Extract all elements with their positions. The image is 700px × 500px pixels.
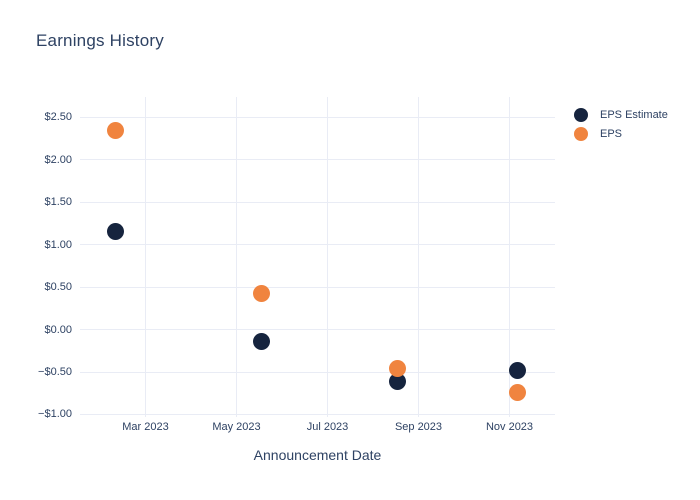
x-tick-label: Sep 2023 — [394, 421, 443, 433]
legend: EPS Estimate EPS — [574, 105, 668, 143]
legend-label-eps: EPS — [600, 127, 623, 140]
y-tick-label: $0.00 — [44, 323, 72, 336]
y-tick-label: $0.50 — [44, 281, 72, 294]
legend-label-eps-estimate: EPS Estimate — [600, 108, 668, 121]
plot-area — [80, 97, 555, 417]
y-tick-label: −$0.50 — [38, 366, 72, 378]
y-tick-label: $1.00 — [44, 238, 72, 251]
marker-eps[interactable] — [252, 284, 270, 302]
marker-eps-estimate[interactable] — [106, 222, 124, 240]
x-gridline — [327, 97, 328, 417]
x-tick-label: Nov 2023 — [485, 421, 534, 433]
y-gridline — [80, 286, 555, 288]
marker-eps-estimate[interactable] — [388, 372, 406, 390]
marker-eps[interactable] — [106, 121, 124, 139]
y-gridline — [80, 244, 555, 246]
x-gridline — [509, 97, 510, 417]
y-gridline — [80, 201, 555, 203]
chart-title: Earnings History — [36, 31, 164, 50]
x-gridline — [236, 97, 237, 417]
marker-eps[interactable] — [508, 383, 526, 401]
y-gridline — [80, 413, 555, 415]
y-tick-label: $2.50 — [44, 111, 72, 124]
y-tick-label: $2.00 — [44, 153, 72, 166]
marker-eps[interactable] — [388, 360, 406, 378]
y-gridline — [80, 159, 555, 161]
x-tick-label: Jul 2023 — [306, 421, 349, 433]
y-gridline — [80, 329, 555, 331]
x-tick-label: Mar 2023 — [122, 421, 169, 433]
y-gridline — [80, 116, 555, 118]
x-axis-title: Announcement Date — [253, 447, 382, 463]
y-gridline — [80, 371, 555, 373]
y-tick-label: $1.50 — [44, 196, 72, 209]
y-tick-label: −$1.00 — [38, 408, 72, 421]
marker-eps-estimate[interactable] — [508, 361, 526, 379]
marker-eps-estimate[interactable] — [252, 332, 270, 350]
legend-marker-eps-estimate-icon — [574, 107, 588, 122]
x-tick-label: May 2023 — [212, 421, 261, 433]
legend-item-eps-estimate[interactable]: EPS Estimate — [574, 105, 668, 124]
x-gridline — [418, 97, 419, 417]
x-gridline — [145, 97, 147, 417]
legend-marker-eps-icon — [574, 126, 588, 141]
legend-item-eps[interactable]: EPS — [574, 124, 668, 143]
